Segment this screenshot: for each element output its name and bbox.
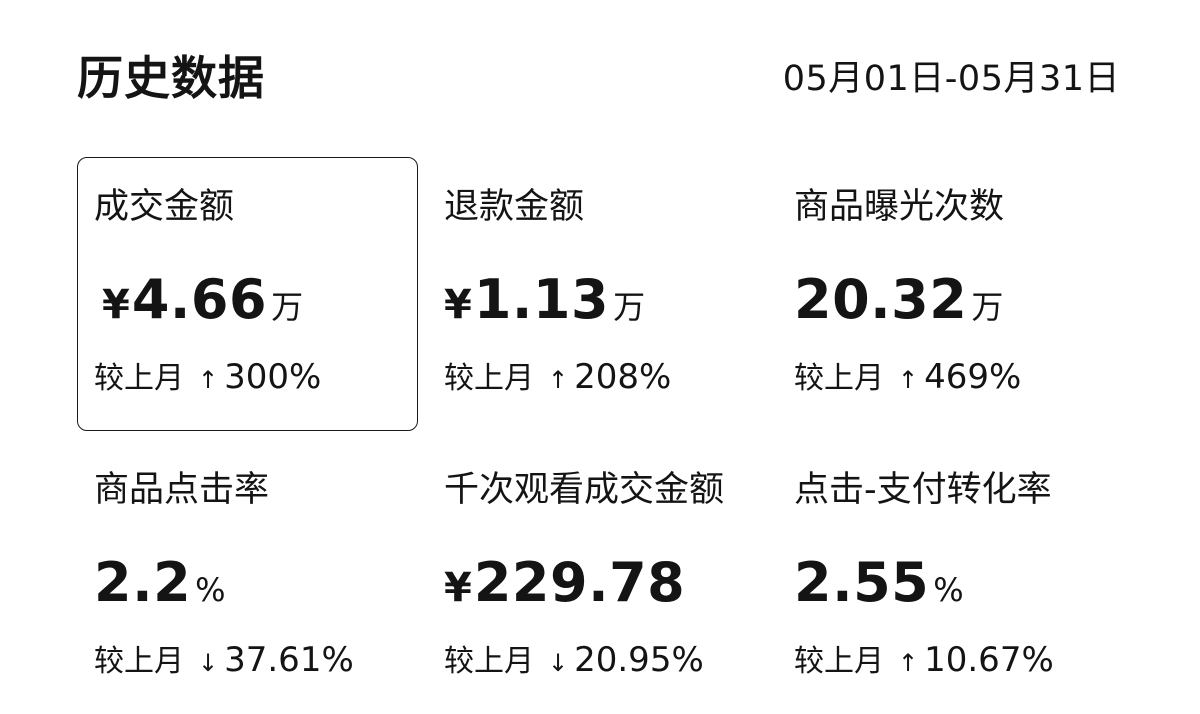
change-value: 208% [574, 357, 672, 397]
metric-value: ¥ 229.78 [444, 549, 685, 622]
arrow-up-icon: ↑ [898, 366, 919, 394]
currency-symbol: ¥ [102, 282, 130, 328]
metric-change: 较上月 ↓ 37.61% [94, 639, 354, 683]
metric-change: 较上月 ↑ 10.67% [794, 639, 1054, 683]
currency-symbol: ¥ [444, 282, 472, 328]
metric-change: 较上月 ↑ 300% [94, 356, 321, 400]
metric-value: ¥ 1.13 万 [444, 266, 645, 341]
change-value: 469% [924, 357, 1022, 397]
arrow-down-icon: ↓ [548, 649, 569, 677]
metric-label: 退款金额 [444, 187, 585, 227]
metric-value: 2.55 % [794, 549, 964, 624]
change-label: 较上月 [94, 644, 184, 679]
change-label: 较上月 [444, 361, 534, 396]
metric-number: 229.78 [473, 551, 686, 614]
currency-symbol: ¥ [444, 565, 472, 611]
metric-card-refund[interactable]: 退款金额 ¥ 1.13 万 较上月 ↑ 208% [427, 157, 768, 431]
metric-change: 较上月 ↓ 20.95% [444, 639, 704, 683]
change-label: 较上月 [794, 361, 884, 396]
metric-value: 2.2 % [94, 549, 226, 624]
metric-card-gmv[interactable]: 成交金额 ¥ 4.66 万 较上月 ↑ 300% [77, 157, 418, 431]
metric-number: 2.2 [94, 551, 192, 614]
metric-card-conversion[interactable]: 点击-支付转化率 2.55 % 较上月 ↑ 10.67% [777, 440, 1118, 714]
metric-label: 成交金额 [94, 187, 235, 227]
change-label: 较上月 [94, 361, 184, 396]
arrow-down-icon: ↓ [198, 649, 219, 677]
metric-unit: % [195, 571, 226, 609]
arrow-up-icon: ↑ [548, 366, 569, 394]
metric-change: 较上月 ↑ 469% [794, 356, 1021, 400]
change-value: 37.61% [224, 640, 354, 680]
change-value: 300% [224, 357, 322, 397]
metrics-grid: 成交金额 ¥ 4.66 万 较上月 ↑ 300% 退款金额 ¥ 1.13 万 较… [77, 157, 1123, 697]
metric-number: 4.66 [131, 268, 268, 331]
metric-unit: % [933, 571, 964, 609]
metric-card-gpm[interactable]: 千次观看成交金额 ¥ 229.78 较上月 ↓ 20.95% [427, 440, 768, 714]
metric-change: 较上月 ↑ 208% [444, 356, 671, 400]
change-label: 较上月 [444, 644, 534, 679]
change-label: 较上月 [794, 644, 884, 679]
metric-number: 1.13 [473, 268, 610, 331]
metric-unit: 万 [971, 288, 1004, 326]
metric-value: ¥ 4.66 万 [94, 266, 303, 341]
metric-label: 点击-支付转化率 [794, 470, 1052, 510]
metric-card-ctr[interactable]: 商品点击率 2.2 % 较上月 ↓ 37.61% [77, 440, 418, 714]
change-value: 10.67% [924, 640, 1054, 680]
metric-value: 20.32 万 [794, 266, 1003, 341]
change-value: 20.95% [574, 640, 704, 680]
metric-unit: 万 [613, 288, 646, 326]
metric-label: 千次观看成交金额 [444, 470, 725, 510]
metric-number: 20.32 [794, 268, 968, 331]
metric-card-impressions[interactable]: 商品曝光次数 20.32 万 较上月 ↑ 469% [777, 157, 1118, 431]
page-title: 历史数据 [77, 51, 265, 105]
arrow-up-icon: ↑ [898, 649, 919, 677]
metric-number: 2.55 [794, 551, 930, 614]
metric-unit: 万 [271, 288, 304, 326]
metric-label: 商品点击率 [94, 470, 270, 510]
date-range[interactable]: 05月01日-05月31日 [782, 59, 1120, 99]
arrow-up-icon: ↑ [198, 366, 219, 394]
metric-label: 商品曝光次数 [794, 187, 1005, 227]
